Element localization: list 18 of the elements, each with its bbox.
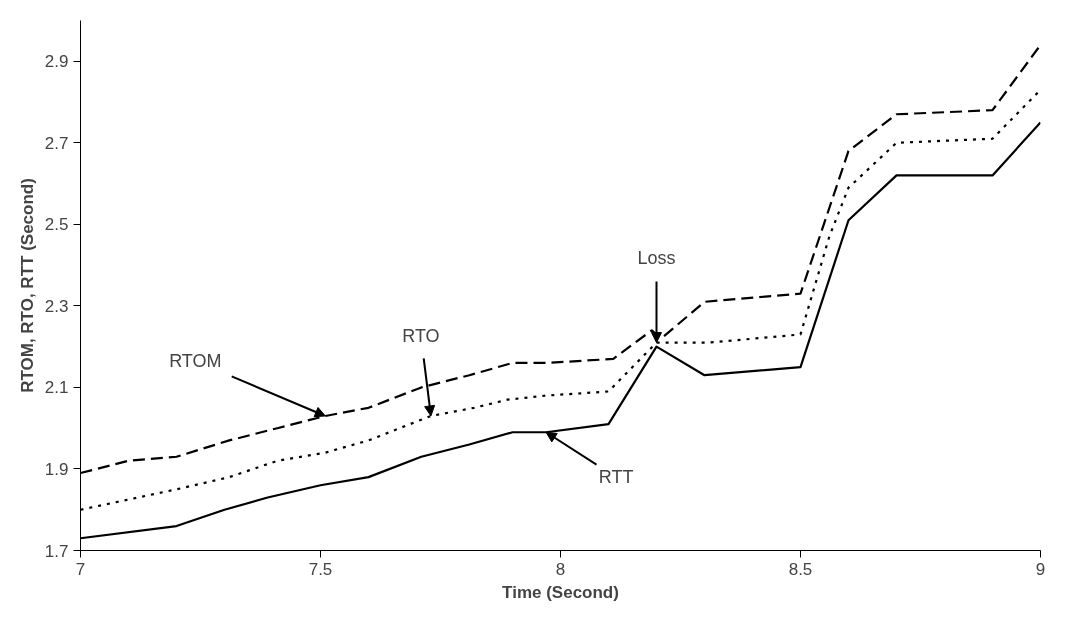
y-tick-label: 1.7 xyxy=(44,541,69,561)
x-tick-label: 7.5 xyxy=(308,559,333,579)
y-tick-label: 2.7 xyxy=(44,133,69,153)
y-tick-label: 2.9 xyxy=(44,52,69,72)
x-axis-title: Time (Second) xyxy=(502,582,619,602)
x-tick-label: 7 xyxy=(75,559,86,579)
y-tick-label: 2.3 xyxy=(44,296,69,316)
y-tick-label: 2.1 xyxy=(44,378,69,398)
annotation: RTT xyxy=(598,467,634,488)
y-axis-title: RTOM, RTO, RTT (Second) xyxy=(17,178,37,393)
annotation: Loss xyxy=(637,247,676,268)
x-tick-label: 8.5 xyxy=(788,559,813,579)
x-tick-label: 8 xyxy=(555,559,566,579)
y-tick-label: 1.9 xyxy=(44,459,69,479)
annotation: RTO xyxy=(402,325,440,346)
x-tick-label: 9 xyxy=(1035,559,1046,579)
annotation: RTOM xyxy=(169,350,222,371)
y-tick-label: 2.5 xyxy=(44,215,69,235)
